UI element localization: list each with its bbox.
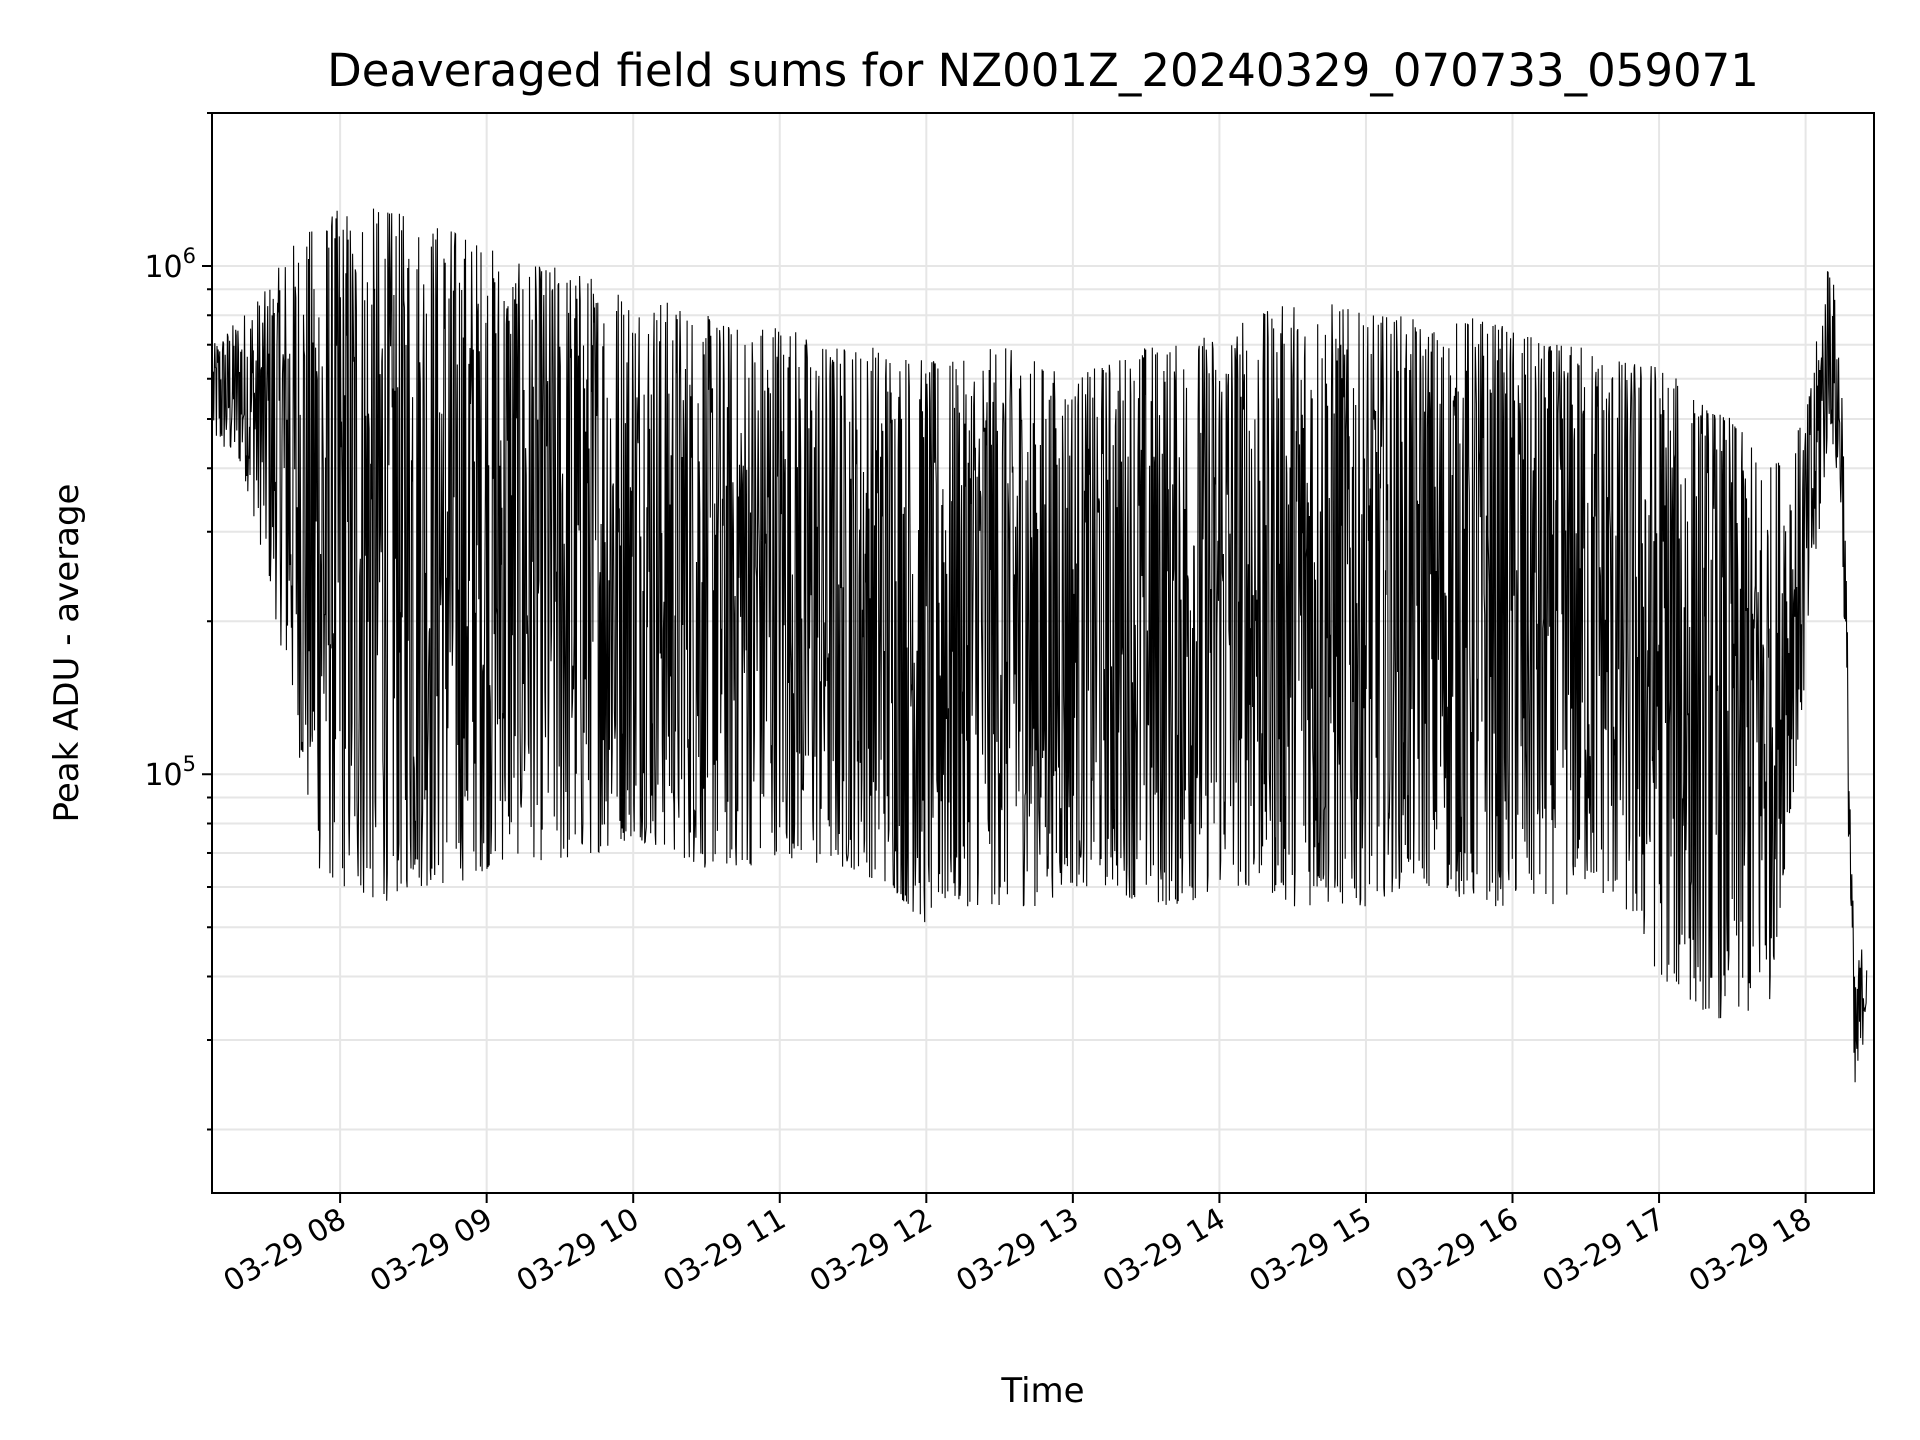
series-trace: [212, 208, 1868, 1083]
y-tick-label: 105: [144, 752, 196, 793]
plot-frame: [211, 112, 1875, 1194]
x-axis-title: Time: [1000, 1371, 1084, 1411]
y-axis-title: Peak ADU - average: [47, 484, 87, 823]
y-axis-ticks: 105 106: [144, 112, 212, 1131]
y-tick-label: 106: [144, 244, 196, 285]
chart-title: Deaveraged field sums for NZ001Z_2024032…: [327, 44, 1759, 97]
series-line: [212, 208, 1868, 1083]
